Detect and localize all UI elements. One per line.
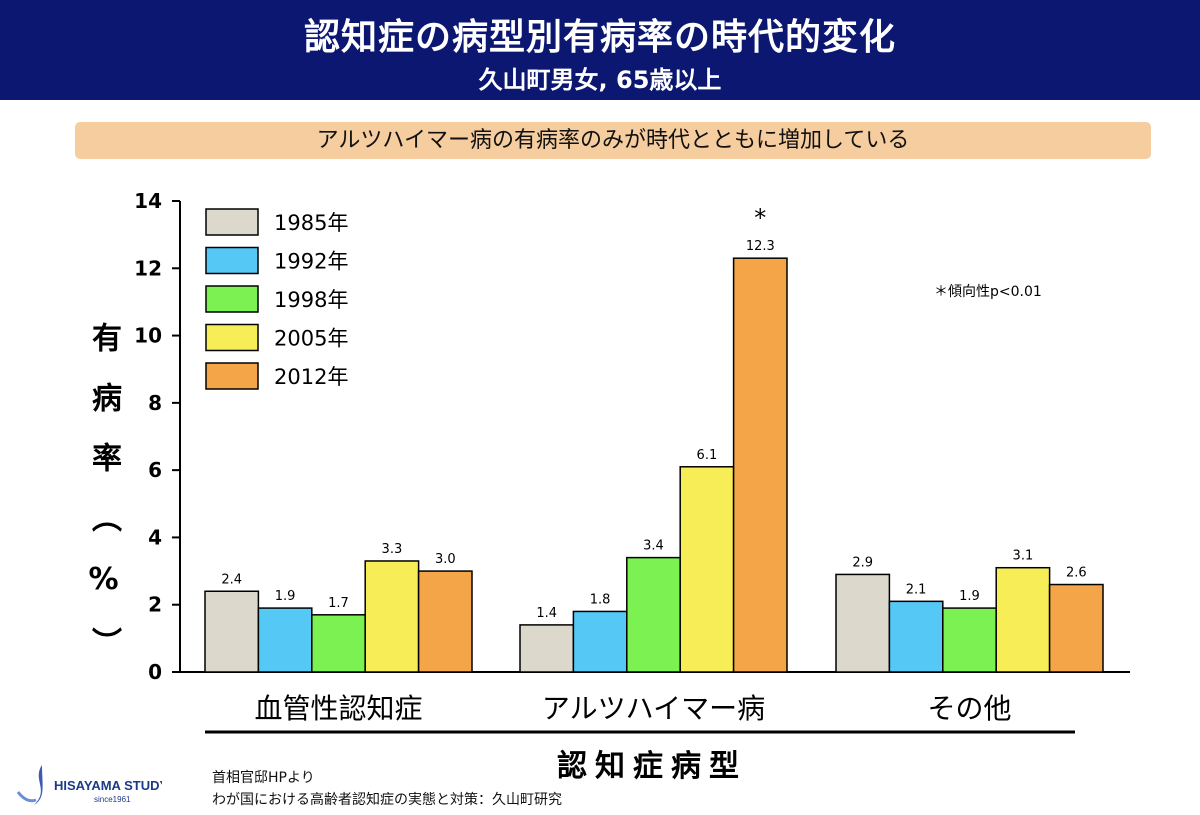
source-line-1: 首相官邸HPより xyxy=(212,770,315,786)
data-label: 1.7 xyxy=(328,596,349,611)
legend-swatch xyxy=(205,323,259,352)
svg-text:since1961: since1961 xyxy=(94,795,131,804)
legend-label: 2012年 xyxy=(274,365,348,389)
bar xyxy=(364,560,420,673)
bar xyxy=(888,600,944,673)
significance-asterisk: * xyxy=(754,204,766,232)
legend-label: 1992年 xyxy=(274,250,348,274)
bar xyxy=(679,466,735,673)
data-label: 1.4 xyxy=(536,606,557,621)
legend-label: 1998年 xyxy=(274,288,348,312)
x-axis-label: 認知症病型 xyxy=(557,749,747,784)
chart-title: 認知症の病型別有病率の時代的変化 xyxy=(303,17,896,58)
bar xyxy=(519,624,575,673)
bar xyxy=(995,566,1051,673)
legend-swatch xyxy=(205,362,259,390)
data-label: 1.9 xyxy=(275,589,296,604)
data-label: 3.4 xyxy=(643,539,664,554)
data-label: 2.9 xyxy=(852,555,873,570)
data-label: 6.1 xyxy=(697,448,718,463)
category-label: その他 xyxy=(927,692,1011,725)
bar xyxy=(257,607,313,673)
data-label: 1.9 xyxy=(959,589,980,604)
data-label: 3.3 xyxy=(382,542,403,557)
finding-banner: アルツハイマー病の有病率のみが時代とともに増加している xyxy=(75,122,1151,159)
svg-text:HISAYAMA STUDY: HISAYAMA STUDY xyxy=(54,778,162,793)
y-tick-label: 4 xyxy=(148,525,162,549)
y-tick-label: 2 xyxy=(148,593,162,617)
y-tick-label: 12 xyxy=(134,256,162,280)
bar xyxy=(942,607,997,673)
bar xyxy=(732,257,788,673)
chart-subtitle: 久山町男女, 65歳以上 xyxy=(478,66,722,94)
data-label: 3.1 xyxy=(1013,549,1034,564)
source-line-2: わが国における高齢者認知症の実態と対策：久山町研究 xyxy=(212,792,562,808)
bar xyxy=(311,614,366,673)
data-label: 3.0 xyxy=(435,552,456,567)
y-tick-label: 0 xyxy=(148,660,162,684)
legend-label: 2005年 xyxy=(274,327,348,351)
bar xyxy=(204,590,260,673)
data-label: 1.8 xyxy=(590,592,611,607)
category-label: 血管性認知症 xyxy=(254,692,422,725)
y-tick-label: 14 xyxy=(134,189,162,213)
data-label: 12.3 xyxy=(746,239,775,254)
legend-swatch xyxy=(205,285,259,313)
source-citation: 首相官邸HPより わが国における高齢者認知症の実態と対策：久山町研究 xyxy=(212,767,562,811)
bar xyxy=(1048,583,1104,673)
significance-note: ＊傾向性p<0.01 xyxy=(934,284,1042,300)
y-tick-label: 10 xyxy=(134,324,162,348)
data-label: 2.4 xyxy=(221,572,242,587)
data-label: 2.1 xyxy=(906,582,927,597)
hisayama-logo: HISAYAMA STUDY since1961 xyxy=(16,765,162,805)
bar xyxy=(835,573,891,673)
legend-swatch xyxy=(205,246,259,275)
category-label: アルツハイマー病 xyxy=(542,692,765,725)
y-tick-label: 8 xyxy=(148,391,162,415)
legend-swatch xyxy=(205,208,259,236)
bar xyxy=(417,570,473,673)
header: 認知症の病型別有病率の時代的変化 久山町男女, 65歳以上 xyxy=(0,0,1200,100)
bar xyxy=(572,610,628,673)
data-label: 2.6 xyxy=(1066,566,1087,581)
legend-label: 1985年 xyxy=(274,211,348,235)
y-axis-label: 有病率（%） xyxy=(86,322,121,687)
bar xyxy=(626,556,681,673)
y-tick-label: 6 xyxy=(148,458,162,482)
